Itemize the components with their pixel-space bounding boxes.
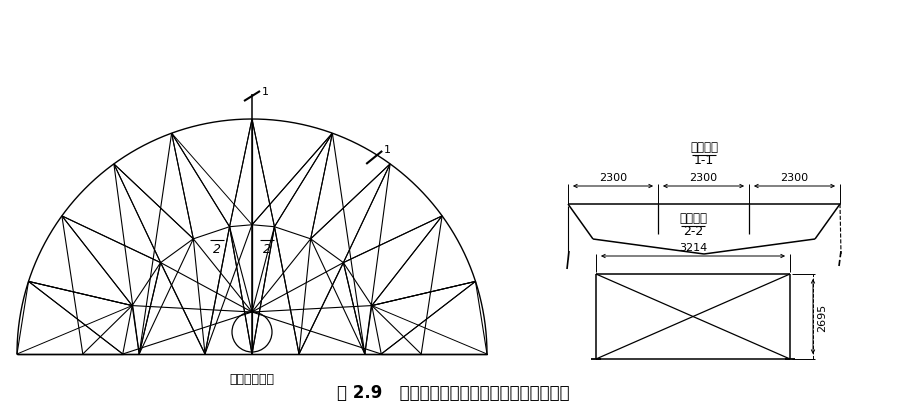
- Text: 3214: 3214: [678, 243, 707, 252]
- Text: 2: 2: [263, 242, 271, 255]
- Text: 2300: 2300: [599, 173, 627, 182]
- Text: 垂直支撑: 垂直支撑: [679, 211, 707, 225]
- Text: 端部支撑: 端部支撑: [690, 141, 718, 154]
- Text: 2300: 2300: [689, 173, 717, 182]
- Text: 1: 1: [262, 87, 269, 97]
- Text: 2695: 2695: [817, 303, 827, 331]
- Text: 1-1: 1-1: [694, 154, 714, 166]
- Text: 2300: 2300: [780, 173, 808, 182]
- Text: 图 2.9   柜顶桁架下弦水平支撑及垂直支撑布置: 图 2.9 柜顶桁架下弦水平支撑及垂直支撑布置: [336, 383, 570, 401]
- Text: 1: 1: [385, 145, 391, 155]
- Text: 2-2: 2-2: [683, 225, 703, 237]
- Text: 下弦支撑布置: 下弦支撑布置: [229, 372, 275, 385]
- Text: 2: 2: [213, 242, 221, 255]
